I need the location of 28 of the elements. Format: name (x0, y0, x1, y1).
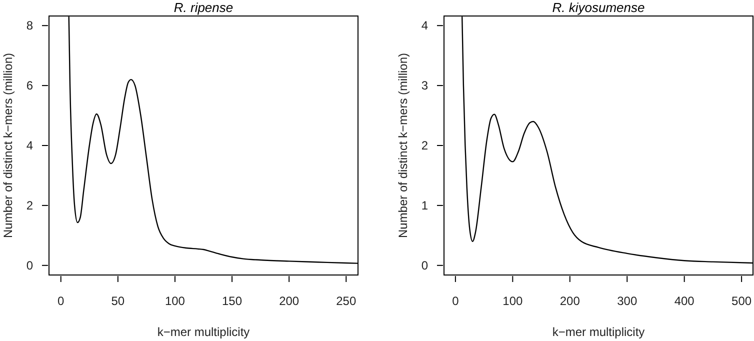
x-tick-label: 0 (58, 294, 65, 308)
x-tick-label: 50 (111, 294, 125, 308)
y-tick-label: 6 (26, 78, 34, 93)
y-tick-label: 2 (26, 198, 34, 212)
chart-title: R. kiyosumense (552, 0, 645, 15)
x-tick-label: 500 (732, 294, 752, 308)
y-tick-label: 3 (421, 78, 428, 93)
x-tick-label: 200 (279, 294, 300, 308)
x-tick-label: 400 (674, 294, 695, 308)
x-tick-label: 0 (452, 294, 460, 308)
x-tick-label: 200 (560, 294, 580, 308)
y-tick-label: 1 (421, 198, 428, 212)
x-tick-label: 100 (502, 294, 523, 308)
y-tick-label: 0 (421, 258, 428, 272)
x-tick-label: 300 (617, 294, 638, 308)
chart-title: R. ripense (174, 0, 234, 15)
x-axis-title: k−mer multiplicity (552, 325, 645, 339)
y-tick-label: 8 (26, 18, 34, 33)
y-tick-label: 4 (26, 138, 34, 152)
y-axis-title: Number of distinct k−mers (million) (1, 52, 15, 238)
y-axis-title: Number of distinct k−mers (million) (396, 52, 410, 238)
x-axis-title: k−mer multiplicity (157, 325, 250, 339)
x-tick-label: 100 (164, 294, 186, 308)
y-tick-label: 2 (421, 138, 428, 152)
y-tick-label: 4 (421, 18, 428, 33)
x-tick-label: 150 (222, 294, 242, 308)
x-tick-label: 250 (336, 294, 356, 308)
y-tick-label: 0 (26, 258, 34, 272)
